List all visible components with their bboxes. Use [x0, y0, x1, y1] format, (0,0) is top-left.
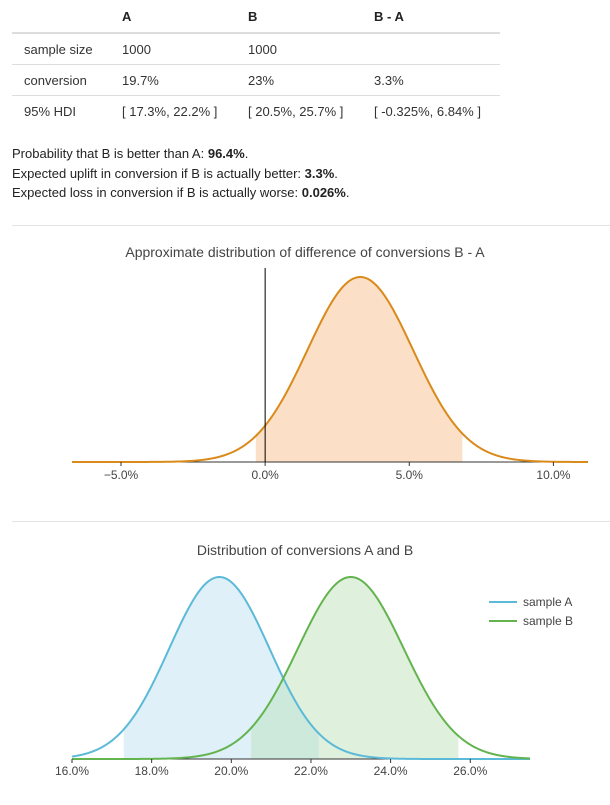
- density-line-sample-b: [72, 576, 531, 760]
- divider: [12, 225, 610, 226]
- table-cell: 23%: [236, 64, 362, 96]
- table-header-row: A B B - A: [12, 0, 500, 34]
- density-line-sample-a: [71, 576, 530, 760]
- table-cell: sample size: [12, 33, 110, 65]
- chart-title: Approximate distribution of difference o…: [125, 244, 485, 260]
- table-header-cell: B: [236, 0, 362, 34]
- table-cell: [ -0.325%, 6.84% ]: [374, 103, 481, 119]
- legend-label: sample B: [523, 614, 573, 628]
- probability-value: 96.4%: [207, 146, 245, 161]
- summary-text: Probability that B is better than A: 96.…: [12, 144, 349, 203]
- table-cell: 1000: [236, 33, 362, 65]
- density-line: [72, 276, 589, 463]
- hdi-area: [255, 277, 463, 462]
- x-tick-label: 10.0%: [536, 468, 570, 482]
- loss-line: Expected loss in conversion if B is actu…: [12, 183, 349, 203]
- uplift-line: Expected uplift in conversion if B is ac…: [12, 164, 349, 184]
- x-tick-label: 18.0%: [135, 764, 169, 778]
- period: .: [244, 146, 249, 161]
- table-cell: 19.7%: [110, 64, 236, 96]
- period: .: [334, 165, 338, 181]
- table-cell: [362, 33, 500, 65]
- table-header-cell: B - A: [362, 0, 500, 34]
- x-tick-label: −5.0%: [104, 468, 139, 482]
- x-tick-label: 20.0%: [214, 764, 248, 778]
- probability-label: Probability that B is better than A:: [12, 146, 208, 161]
- table-cell: [ 20.5%, 25.7% ]: [248, 103, 344, 119]
- table-cell: 95% HDI: [24, 103, 77, 119]
- x-tick-label: 26.0%: [453, 764, 487, 778]
- difference-chart: Approximate distribution of difference o…: [72, 244, 589, 482]
- results-table: A B B - A sample size 1000 1000 conversi…: [12, 0, 500, 126]
- x-tick-label: 16.0%: [55, 764, 89, 778]
- x-tick-label: 5.0%: [396, 468, 424, 482]
- hdi-overlap-area: [251, 678, 319, 759]
- conversions-chart: Distribution of conversions A and B 16.0…: [55, 542, 573, 778]
- table-row: 95% HDI [ 17.3%, 22.2% ] [ 20.5%, 25.7% …: [12, 96, 500, 127]
- legend-label: sample A: [523, 595, 572, 609]
- table-cell: [ 17.3%, 22.2% ]: [122, 103, 218, 119]
- table-row: sample size 1000 1000: [12, 33, 500, 65]
- divider: [12, 521, 610, 522]
- table-row: conversion 19.7% 23% 3.3%: [12, 64, 500, 96]
- x-tick-label: 0.0%: [251, 468, 279, 482]
- x-tick-label: 22.0%: [294, 764, 328, 778]
- chart-title: Distribution of conversions A and B: [197, 542, 413, 558]
- table-cell: 1000: [110, 33, 236, 65]
- uplift-label: Expected uplift in conversion if B is ac…: [12, 165, 305, 181]
- probability-line: Probability that B is better than A: 96.…: [12, 144, 349, 164]
- table-cell: conversion: [12, 64, 110, 96]
- period: .: [345, 185, 350, 200]
- table-cell: 3.3%: [362, 64, 500, 96]
- table-header-cell: [12, 0, 110, 34]
- uplift-value: 3.3%: [304, 165, 335, 181]
- x-tick-label: 24.0%: [374, 764, 408, 778]
- table-header-cell: A: [110, 0, 236, 34]
- loss-value: 0.026%: [301, 185, 346, 200]
- loss-label: Expected loss in conversion if B is actu…: [12, 185, 302, 200]
